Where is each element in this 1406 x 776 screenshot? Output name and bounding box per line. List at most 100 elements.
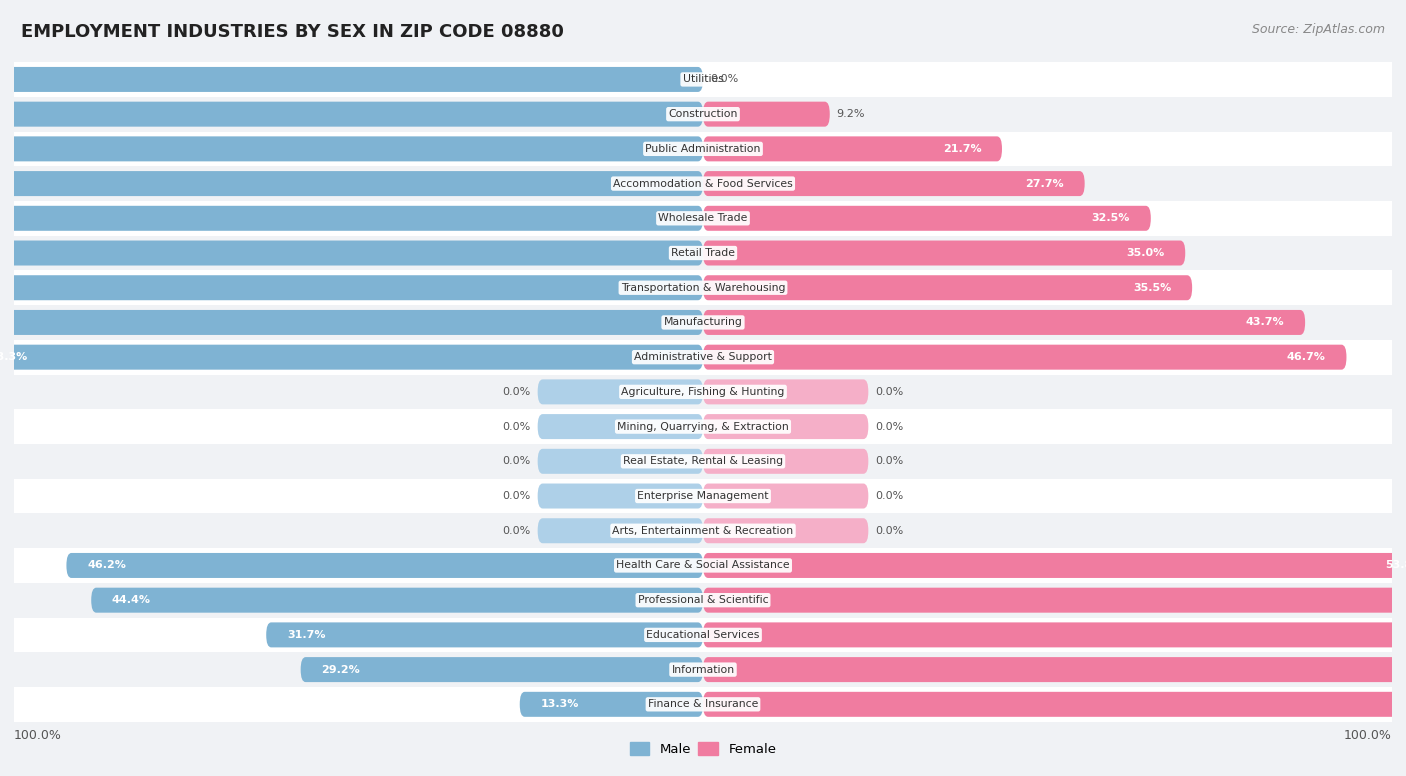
Text: 0.0%: 0.0% — [502, 491, 531, 501]
Bar — [14, 236, 1392, 270]
Bar — [14, 305, 1392, 340]
Text: 53.3%: 53.3% — [0, 352, 28, 362]
Bar — [14, 270, 1392, 305]
Text: 46.2%: 46.2% — [87, 560, 127, 570]
FancyBboxPatch shape — [0, 345, 703, 369]
Bar — [14, 444, 1392, 479]
Bar — [14, 97, 1392, 131]
Bar — [14, 409, 1392, 444]
FancyBboxPatch shape — [537, 379, 703, 404]
FancyBboxPatch shape — [703, 345, 1347, 369]
Text: 21.7%: 21.7% — [942, 144, 981, 154]
Text: 0.0%: 0.0% — [502, 421, 531, 431]
FancyBboxPatch shape — [537, 449, 703, 474]
Text: 0.0%: 0.0% — [876, 421, 904, 431]
Text: 0.0%: 0.0% — [876, 387, 904, 397]
FancyBboxPatch shape — [703, 692, 1406, 717]
Text: 0.0%: 0.0% — [710, 74, 738, 85]
Bar — [14, 583, 1392, 618]
Text: 46.7%: 46.7% — [1286, 352, 1326, 362]
FancyBboxPatch shape — [537, 518, 703, 543]
Text: Retail Trade: Retail Trade — [671, 248, 735, 258]
Text: Public Administration: Public Administration — [645, 144, 761, 154]
FancyBboxPatch shape — [301, 657, 703, 682]
Bar — [14, 687, 1392, 722]
FancyBboxPatch shape — [66, 553, 703, 578]
Text: 0.0%: 0.0% — [876, 526, 904, 535]
FancyBboxPatch shape — [703, 414, 869, 439]
Text: 0.0%: 0.0% — [502, 526, 531, 535]
Text: Manufacturing: Manufacturing — [664, 317, 742, 327]
Bar — [14, 375, 1392, 409]
FancyBboxPatch shape — [703, 379, 869, 404]
Text: 0.0%: 0.0% — [502, 456, 531, 466]
Text: Wholesale Trade: Wholesale Trade — [658, 213, 748, 223]
Text: Enterprise Management: Enterprise Management — [637, 491, 769, 501]
Bar — [14, 131, 1392, 166]
FancyBboxPatch shape — [703, 622, 1406, 647]
FancyBboxPatch shape — [703, 657, 1406, 682]
Text: 27.7%: 27.7% — [1025, 178, 1064, 189]
FancyBboxPatch shape — [0, 137, 703, 161]
Text: 43.7%: 43.7% — [1246, 317, 1285, 327]
Text: 29.2%: 29.2% — [322, 664, 360, 674]
Text: Utilities: Utilities — [682, 74, 724, 85]
FancyBboxPatch shape — [703, 310, 1305, 335]
Bar — [14, 653, 1392, 687]
Text: Mining, Quarrying, & Extraction: Mining, Quarrying, & Extraction — [617, 421, 789, 431]
Bar — [14, 548, 1392, 583]
FancyBboxPatch shape — [703, 137, 1002, 161]
Bar — [14, 201, 1392, 236]
FancyBboxPatch shape — [537, 414, 703, 439]
FancyBboxPatch shape — [703, 171, 1084, 196]
Bar — [14, 514, 1392, 548]
FancyBboxPatch shape — [520, 692, 703, 717]
Text: 35.5%: 35.5% — [1133, 282, 1171, 293]
Text: Administrative & Support: Administrative & Support — [634, 352, 772, 362]
FancyBboxPatch shape — [0, 171, 703, 196]
Bar — [14, 618, 1392, 653]
Legend: Male, Female: Male, Female — [624, 736, 782, 761]
Text: 31.7%: 31.7% — [287, 630, 325, 640]
Bar — [14, 62, 1392, 97]
Bar — [14, 166, 1392, 201]
Text: Real Estate, Rental & Leasing: Real Estate, Rental & Leasing — [623, 456, 783, 466]
Text: Arts, Entertainment & Recreation: Arts, Entertainment & Recreation — [613, 526, 793, 535]
FancyBboxPatch shape — [703, 275, 1192, 300]
Text: Transportation & Warehousing: Transportation & Warehousing — [621, 282, 785, 293]
Text: 9.2%: 9.2% — [837, 109, 865, 120]
FancyBboxPatch shape — [703, 241, 1185, 265]
FancyBboxPatch shape — [266, 622, 703, 647]
FancyBboxPatch shape — [703, 102, 830, 126]
FancyBboxPatch shape — [0, 275, 703, 300]
Text: Agriculture, Fishing & Hunting: Agriculture, Fishing & Hunting — [621, 387, 785, 397]
FancyBboxPatch shape — [703, 518, 869, 543]
FancyBboxPatch shape — [703, 483, 869, 508]
FancyBboxPatch shape — [0, 241, 703, 265]
FancyBboxPatch shape — [703, 449, 869, 474]
Text: Source: ZipAtlas.com: Source: ZipAtlas.com — [1251, 23, 1385, 36]
Text: 32.5%: 32.5% — [1092, 213, 1130, 223]
Text: Information: Information — [672, 664, 734, 674]
Text: 13.3%: 13.3% — [540, 699, 579, 709]
FancyBboxPatch shape — [0, 310, 703, 335]
Text: 53.8%: 53.8% — [1385, 560, 1406, 570]
Text: Construction: Construction — [668, 109, 738, 120]
Text: Health Care & Social Assistance: Health Care & Social Assistance — [616, 560, 790, 570]
Text: Accommodation & Food Services: Accommodation & Food Services — [613, 178, 793, 189]
Bar — [14, 479, 1392, 514]
FancyBboxPatch shape — [703, 553, 1406, 578]
Text: Professional & Scientific: Professional & Scientific — [638, 595, 768, 605]
Text: EMPLOYMENT INDUSTRIES BY SEX IN ZIP CODE 08880: EMPLOYMENT INDUSTRIES BY SEX IN ZIP CODE… — [21, 23, 564, 41]
Text: 35.0%: 35.0% — [1126, 248, 1164, 258]
Text: 0.0%: 0.0% — [502, 387, 531, 397]
Text: 100.0%: 100.0% — [1344, 729, 1392, 742]
FancyBboxPatch shape — [703, 587, 1406, 613]
FancyBboxPatch shape — [91, 587, 703, 613]
FancyBboxPatch shape — [0, 102, 703, 126]
Text: 100.0%: 100.0% — [14, 729, 62, 742]
Bar — [14, 340, 1392, 375]
FancyBboxPatch shape — [0, 67, 703, 92]
FancyBboxPatch shape — [0, 206, 703, 230]
Text: 44.4%: 44.4% — [112, 595, 150, 605]
